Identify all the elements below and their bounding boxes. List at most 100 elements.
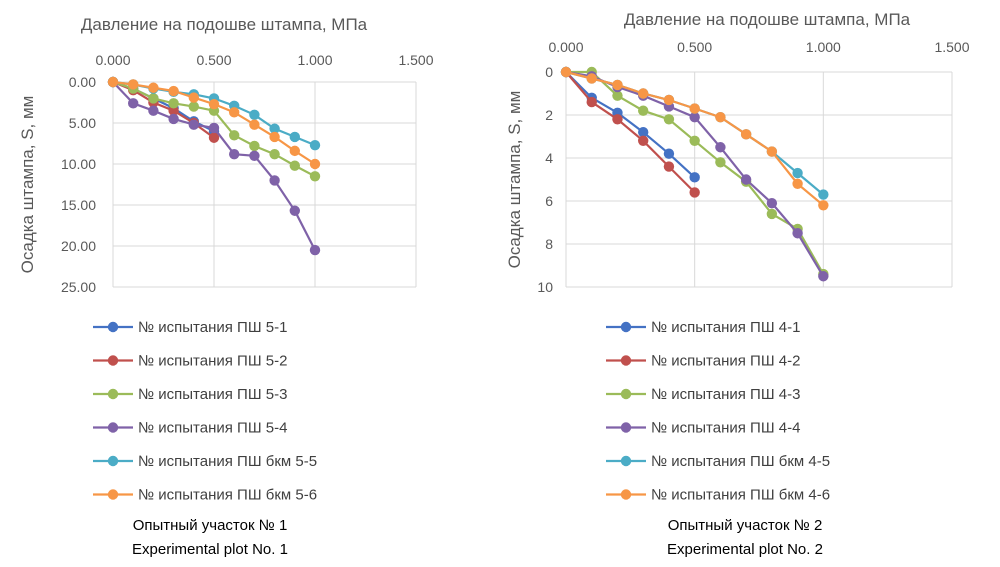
- data-point: [560, 66, 572, 78]
- legend-label: № испытания ПШ 5-3: [138, 386, 287, 403]
- data-point: [289, 160, 300, 171]
- legend-swatch-marker: [107, 455, 119, 467]
- data-point: [612, 90, 623, 101]
- legend-swatch-marker: [620, 455, 632, 467]
- y-tick-label: 0.00: [69, 74, 96, 90]
- data-point: [289, 205, 300, 216]
- data-point: [663, 94, 675, 106]
- data-point: [289, 131, 300, 143]
- y-tick-label: 6: [545, 193, 553, 209]
- legend-label: № испытания ПШ бкм 4-5: [651, 453, 830, 470]
- legend-label: № испытания ПШ бкм 5-6: [138, 487, 317, 504]
- data-point: [638, 105, 649, 116]
- legend-label: № испытания ПШ бкм 5-5: [138, 453, 317, 470]
- data-point: [766, 146, 778, 157]
- data-point: [128, 79, 139, 90]
- legend-label: № испытания ПШ 4-2: [651, 353, 800, 370]
- data-point: [309, 244, 321, 256]
- x-axis-title: Давление на подошве штампа, МПа: [81, 15, 368, 34]
- data-point: [229, 107, 240, 118]
- legend-swatch-marker: [620, 422, 632, 433]
- data-point: [740, 174, 752, 185]
- data-point: [269, 123, 280, 134]
- legend-swatch-marker: [620, 489, 632, 500]
- data-point: [766, 197, 778, 209]
- y-tick-label: 5.00: [69, 115, 96, 131]
- data-point: [128, 98, 139, 109]
- data-point: [689, 103, 700, 114]
- legend-swatch-marker: [620, 321, 632, 333]
- y-axis-title: Осадка штампа, S, мм: [18, 96, 37, 274]
- data-point: [249, 119, 260, 130]
- data-point: [638, 135, 649, 146]
- x-tick-label: 1.000: [297, 52, 332, 68]
- data-point: [309, 171, 321, 182]
- series-line-1: [565, 71, 696, 179]
- y-tick-label: 25.00: [61, 279, 96, 295]
- legend-label: № испытания ПШ 4-4: [651, 420, 800, 437]
- data-point: [208, 122, 220, 134]
- data-point: [638, 127, 649, 138]
- data-point: [269, 148, 280, 160]
- caption-en: Experimental plot No. 1: [132, 541, 288, 558]
- x-tick-label: 1.500: [398, 52, 433, 68]
- y-tick-label: 20.00: [61, 238, 96, 254]
- caption-en: Experimental plot No. 2: [667, 541, 823, 558]
- legend-label: № испытания ПШ 5-4: [138, 420, 287, 437]
- data-point: [309, 139, 321, 151]
- data-point: [689, 172, 700, 183]
- data-point: [208, 98, 220, 110]
- caption-ru: Опытный участок № 1: [133, 517, 288, 534]
- data-point: [309, 158, 321, 170]
- data-point: [148, 93, 159, 104]
- x-tick-label: 0.500: [677, 39, 712, 55]
- data-point: [148, 82, 159, 93]
- data-point: [249, 140, 260, 152]
- y-tick-label: 15.00: [61, 197, 96, 213]
- data-point: [269, 175, 280, 186]
- series-line-2: [565, 71, 696, 194]
- data-point: [792, 228, 803, 239]
- y-tick-label: 10: [537, 279, 553, 295]
- data-point: [107, 76, 119, 88]
- data-point: [663, 148, 675, 159]
- y-tick-label: 2: [545, 107, 553, 123]
- x-tick-label: 0.000: [548, 39, 583, 55]
- data-point: [208, 132, 220, 143]
- data-point: [168, 85, 179, 97]
- data-point: [586, 96, 597, 108]
- data-point: [689, 187, 700, 198]
- legend-swatch-marker: [107, 422, 119, 433]
- y-axis-title: Осадка штампа, S, мм: [505, 91, 524, 269]
- data-point: [689, 135, 700, 146]
- data-point: [612, 79, 623, 91]
- x-axis-title: Давление на подошве штампа, МПа: [624, 10, 911, 29]
- x-tick-label: 1.000: [806, 39, 841, 55]
- caption-ru: Опытный участок № 2: [668, 517, 823, 534]
- data-point: [740, 129, 752, 140]
- legend-label: № испытания ПШ 4-1: [651, 319, 800, 336]
- data-point: [269, 131, 280, 143]
- data-point: [818, 271, 829, 282]
- data-point: [663, 161, 675, 172]
- data-point: [289, 145, 300, 157]
- data-point: [638, 88, 649, 99]
- legend-label: № испытания ПШ 5-2: [138, 353, 287, 370]
- chart-1: 0.00 5.00 10.00 15.00 20.00 25.00 0.000 0.500 1.…: [18, 15, 434, 558]
- legend-label: № испытания ПШ бкм 4-6: [651, 487, 830, 504]
- x-tick-label: 0.000: [95, 52, 130, 68]
- data-point: [663, 114, 675, 125]
- y-tick-label: 0: [545, 64, 553, 80]
- data-point: [715, 157, 726, 168]
- y-tick-label: 8: [545, 236, 553, 252]
- data-point: [715, 142, 726, 153]
- legend-label: № испытания ПШ 4-3: [651, 386, 800, 403]
- data-point: [586, 73, 597, 84]
- chart-2: 0 2 4 6 8 10 0.000 0.500 1.000 1.500 Давление на п…: [505, 10, 970, 558]
- x-tick-label: 1.500: [934, 39, 969, 55]
- data-point: [148, 105, 159, 116]
- data-point: [612, 114, 623, 125]
- data-point: [168, 105, 179, 116]
- data-point: [188, 92, 199, 103]
